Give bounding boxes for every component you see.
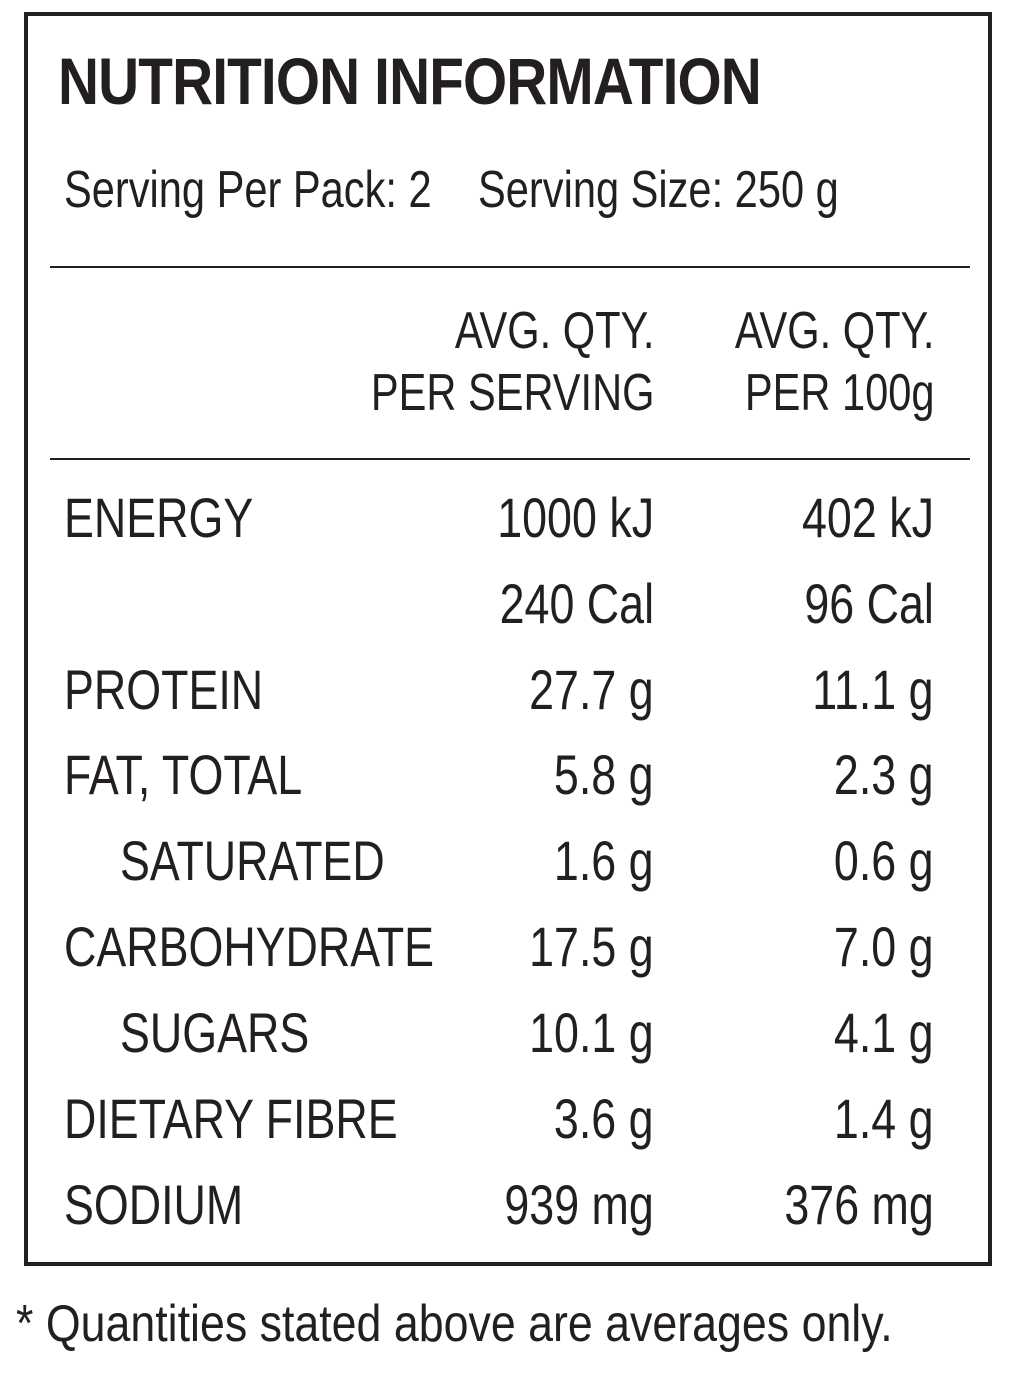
value-per-serving: 10.1 g [529,1001,654,1064]
column-header-per-serving: AVG. QTY. PER SERVING [370,300,654,424]
column-header-per-serving-line1: AVG. QTY. [454,302,654,360]
footnote: * Quantities stated above are averages o… [16,1295,893,1353]
value-per-serving: 240 Cal [499,572,654,635]
nutrient-name: ENERGY [64,486,254,549]
value-per-100g: 2.3 g [834,743,934,806]
nutrient-row-sodium: SODIUM 939 mg 376 mg [28,1177,988,1263]
nutrition-panel: NUTRITION INFORMATION Serving Per Pack: … [24,12,992,1266]
column-header-per-serving-line2: PER SERVING [370,364,654,422]
serving-size: Serving Size: 250 g [478,161,839,219]
nutrient-row-sugars: SUGARS 10.1 g 4.1 g [28,1005,988,1091]
value-per-100g: 11.1 g [812,658,934,721]
column-header-per-100g-line2: PER 100g [744,364,934,422]
value-per-serving: 3.6 g [554,1087,654,1150]
column-header-per-100g: AVG. QTY. PER 100g [734,300,934,424]
value-per-100g: 402 kJ [802,486,934,549]
panel-title: NUTRITION INFORMATION [58,44,762,118]
value-per-serving: 1000 kJ [497,486,654,549]
servings-per-pack: Serving Per Pack: 2 [64,161,432,219]
nutrient-name: SODIUM [64,1173,244,1236]
nutrient-name: SUGARS [120,1001,310,1064]
value-per-serving: 17.5 g [529,915,654,978]
column-header-per-100g-line1: AVG. QTY. [734,302,934,360]
nutrient-name: FAT, TOTAL [64,743,303,806]
nutrient-row-fat-total: FAT, TOTAL 5.8 g 2.3 g [28,747,988,833]
value-per-100g: 0.6 g [834,829,934,892]
nutrient-name: DIETARY FIBRE [64,1087,398,1150]
nutrient-row-protein: PROTEIN 27.7 g 11.1 g [28,662,988,748]
nutrient-name: PROTEIN [64,658,264,721]
nutrient-name: CARBOHYDRATE [64,915,435,978]
nutrient-row-saturated: SATURATED 1.6 g 0.6 g [28,833,988,919]
value-per-serving: 939 mg [504,1173,654,1236]
nutrient-row-energy-cal: 240 Cal 96 Cal [28,576,988,662]
value-per-serving: 1.6 g [554,829,654,892]
value-per-serving: 27.7 g [529,658,654,721]
nutrient-name: SATURATED [120,829,385,892]
value-per-100g: 1.4 g [834,1087,934,1150]
nutrient-row-carbohydrate: CARBOHYDRATE 17.5 g 7.0 g [28,919,988,1005]
divider-header [50,458,970,460]
nutrient-row-dietary-fibre: DIETARY FIBRE 3.6 g 1.4 g [28,1091,988,1177]
value-per-100g: 376 mg [784,1173,934,1236]
value-per-100g: 7.0 g [834,915,934,978]
nutrient-row-energy-kj: ENERGY 1000 kJ 402 kJ [28,490,988,576]
serving-info: Serving Per Pack: 2 Serving Size: 250 g [64,164,839,216]
divider-top [50,266,970,268]
value-per-100g: 4.1 g [834,1001,934,1064]
value-per-100g: 96 Cal [804,572,935,635]
value-per-serving: 5.8 g [554,743,654,806]
